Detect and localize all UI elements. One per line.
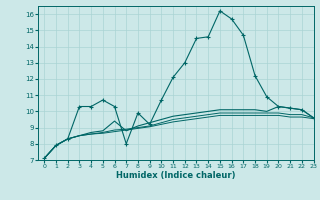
X-axis label: Humidex (Indice chaleur): Humidex (Indice chaleur) <box>116 171 236 180</box>
